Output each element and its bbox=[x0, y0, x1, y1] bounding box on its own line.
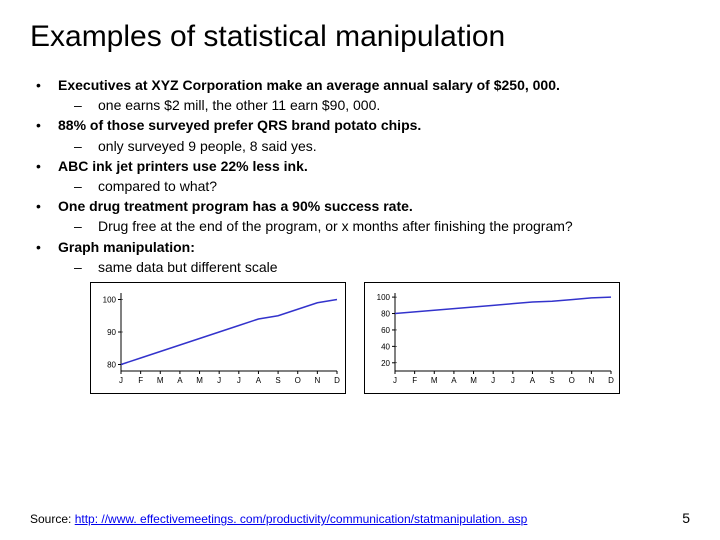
chart-right-box: 20 40 60 80 100 J F M A M J J A S O N D bbox=[364, 282, 620, 394]
svg-text:J: J bbox=[491, 376, 495, 385]
sub-text: only surveyed 9 people, 8 said yes. bbox=[98, 137, 690, 155]
source-line: Source: http: //www. effectivemeetings. … bbox=[30, 512, 527, 526]
list-item: •Graph manipulation: –same data but diff… bbox=[30, 238, 690, 276]
dash-mark: – bbox=[74, 96, 98, 114]
svg-text:N: N bbox=[314, 376, 320, 385]
source-link[interactable]: http: //www. effectivemeetings. com/prod… bbox=[75, 512, 528, 526]
svg-text:D: D bbox=[608, 376, 614, 385]
svg-text:40: 40 bbox=[381, 342, 390, 351]
svg-text:60: 60 bbox=[381, 326, 390, 335]
svg-text:J: J bbox=[393, 376, 397, 385]
charts-row: 80 90 100 J F M A M J J A S O N D 20 40 60 80 100 J F M A M J J A S… bbox=[30, 282, 690, 394]
svg-text:S: S bbox=[549, 376, 554, 385]
list-item: •88% of those surveyed prefer QRS brand … bbox=[30, 116, 690, 154]
sub-text: same data but different scale bbox=[98, 258, 690, 276]
svg-text:D: D bbox=[334, 376, 340, 385]
dash-mark: – bbox=[74, 217, 98, 235]
svg-text:F: F bbox=[412, 376, 417, 385]
slide-title: Examples of statistical manipulation bbox=[30, 20, 690, 54]
source-label: Source: bbox=[30, 512, 75, 526]
svg-text:F: F bbox=[138, 376, 143, 385]
dash-mark: – bbox=[74, 258, 98, 276]
sub-text: one earns $2 mill, the other 11 earn $90… bbox=[98, 96, 690, 114]
page-number: 5 bbox=[682, 510, 690, 526]
svg-text:A: A bbox=[256, 376, 262, 385]
svg-text:100: 100 bbox=[103, 295, 117, 304]
svg-text:100: 100 bbox=[377, 293, 391, 302]
svg-text:J: J bbox=[511, 376, 515, 385]
dash-mark: – bbox=[74, 137, 98, 155]
svg-text:N: N bbox=[588, 376, 594, 385]
bullet-list: •Executives at XYZ Corporation make an a… bbox=[30, 76, 690, 276]
svg-text:A: A bbox=[530, 376, 536, 385]
bullet-mark: • bbox=[30, 197, 58, 215]
svg-text:M: M bbox=[157, 376, 164, 385]
bullet-mark: • bbox=[30, 238, 58, 256]
bullet-mark: • bbox=[30, 76, 58, 94]
svg-text:A: A bbox=[177, 376, 183, 385]
svg-text:O: O bbox=[569, 376, 575, 385]
list-item: •Executives at XYZ Corporation make an a… bbox=[30, 76, 690, 114]
line-chart-right: 20 40 60 80 100 J F M A M J J A S O N D bbox=[367, 287, 617, 387]
chart-left-box: 80 90 100 J F M A M J J A S O N D bbox=[90, 282, 346, 394]
svg-text:J: J bbox=[237, 376, 241, 385]
bullet-text: One drug treatment program has a 90% suc… bbox=[58, 197, 690, 215]
bullet-text: ABC ink jet printers use 22% less ink. bbox=[58, 157, 690, 175]
sub-text: Drug free at the end of the program, or … bbox=[98, 217, 690, 235]
dash-mark: – bbox=[74, 177, 98, 195]
svg-text:S: S bbox=[275, 376, 280, 385]
svg-text:M: M bbox=[196, 376, 203, 385]
line-chart-left: 80 90 100 J F M A M J J A S O N D bbox=[93, 287, 343, 387]
svg-text:20: 20 bbox=[381, 359, 390, 368]
svg-text:J: J bbox=[217, 376, 221, 385]
bullet-text: 88% of those surveyed prefer QRS brand p… bbox=[58, 116, 690, 134]
svg-text:90: 90 bbox=[107, 328, 116, 337]
bullet-mark: • bbox=[30, 116, 58, 134]
list-item: •One drug treatment program has a 90% su… bbox=[30, 197, 690, 235]
bullet-mark: • bbox=[30, 157, 58, 175]
svg-text:80: 80 bbox=[107, 360, 116, 369]
list-item: •ABC ink jet printers use 22% less ink. … bbox=[30, 157, 690, 195]
svg-text:O: O bbox=[295, 376, 301, 385]
svg-text:80: 80 bbox=[381, 309, 390, 318]
svg-text:M: M bbox=[431, 376, 438, 385]
bullet-text: Graph manipulation: bbox=[58, 238, 690, 256]
slide-content: •Executives at XYZ Corporation make an a… bbox=[30, 76, 690, 394]
sub-text: compared to what? bbox=[98, 177, 690, 195]
bullet-text: Executives at XYZ Corporation make an av… bbox=[58, 76, 690, 94]
svg-text:J: J bbox=[119, 376, 123, 385]
svg-text:A: A bbox=[451, 376, 457, 385]
svg-text:M: M bbox=[470, 376, 477, 385]
